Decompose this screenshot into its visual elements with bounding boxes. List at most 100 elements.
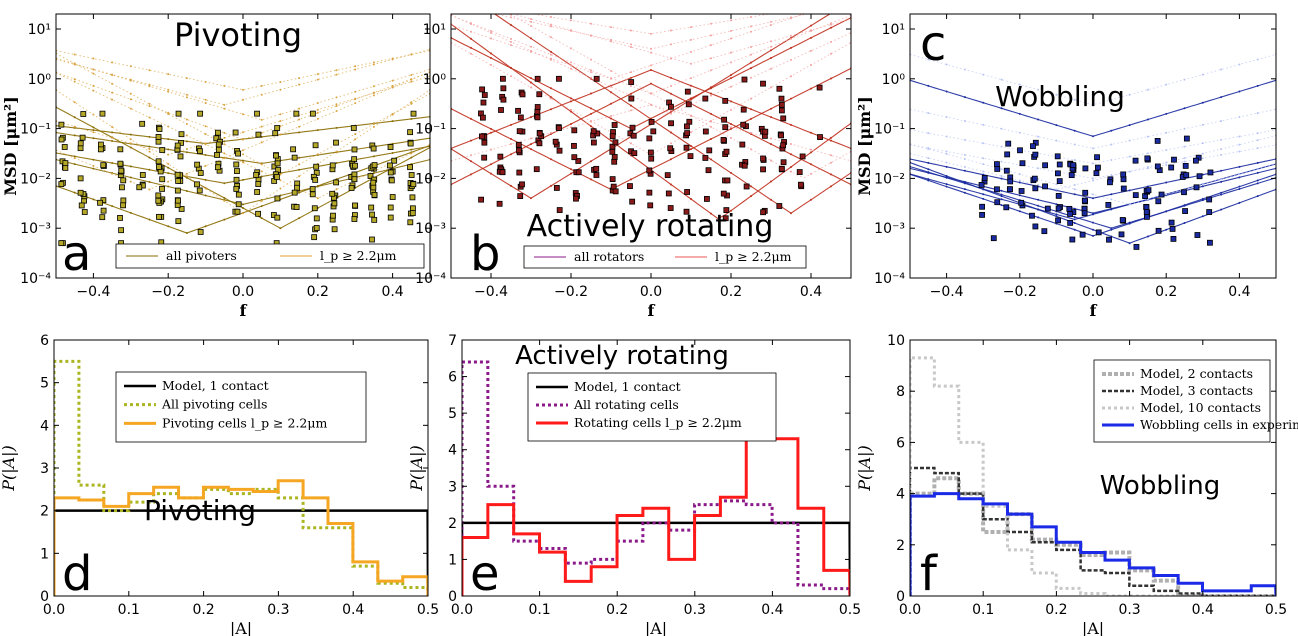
curve-point <box>790 16 792 19</box>
curve-point <box>945 90 948 93</box>
legend-label: Model, 1 contact <box>162 378 269 393</box>
curve-point <box>167 138 170 141</box>
data-marker <box>668 120 674 127</box>
curve-point <box>279 227 282 230</box>
curve-point <box>372 63 375 66</box>
curve-point <box>1220 208 1223 211</box>
curve-point <box>111 172 114 175</box>
data-marker <box>407 140 414 147</box>
curve-point <box>630 104 632 107</box>
curve-point <box>550 97 552 100</box>
curve-point <box>590 107 592 110</box>
curve-point <box>710 69 712 72</box>
data-marker <box>780 115 787 122</box>
curve-point <box>610 91 612 94</box>
curve-point <box>610 40 612 43</box>
data-marker <box>58 136 65 143</box>
data-marker <box>611 122 618 128</box>
curve-point <box>129 98 132 101</box>
curve-point <box>1018 194 1021 197</box>
curve-point <box>354 97 357 100</box>
curve-point <box>73 157 76 160</box>
data-marker <box>704 196 710 202</box>
curve-point <box>111 136 114 139</box>
curve-point <box>750 16 752 19</box>
curve-point <box>92 158 95 161</box>
curve-point <box>1165 163 1168 166</box>
data-marker <box>760 80 766 87</box>
curve-point <box>710 57 712 60</box>
curve-point <box>570 97 572 100</box>
curve-point <box>770 180 772 183</box>
curve-point <box>204 187 207 190</box>
fit-curve <box>56 57 430 121</box>
curve-point <box>1110 198 1113 201</box>
data-marker <box>367 173 374 179</box>
data-marker <box>387 169 394 176</box>
curve-point <box>770 143 772 146</box>
curve-point <box>1092 179 1094 182</box>
data-marker <box>155 192 162 199</box>
curve-point <box>850 0 852 1</box>
curve-point <box>982 73 985 76</box>
data-marker <box>778 132 784 139</box>
data-marker <box>80 111 87 117</box>
curve-point <box>148 156 151 159</box>
data-marker <box>1031 175 1038 182</box>
data-marker <box>1067 219 1074 226</box>
curve-point <box>927 132 930 135</box>
y-tick-label: 6 <box>40 333 49 349</box>
data-marker <box>175 178 182 184</box>
legend: Model, 1 contact All rotating cells Rotati… <box>527 372 777 442</box>
plot-area <box>910 53 1276 250</box>
curve-point <box>690 50 692 53</box>
curve-point <box>92 68 95 71</box>
curve-point <box>470 117 472 120</box>
curve-point <box>1092 197 1094 200</box>
data-marker <box>1093 170 1100 177</box>
curve-point <box>148 188 151 191</box>
data-marker <box>1055 193 1062 199</box>
curve-point <box>335 188 338 191</box>
curve-point <box>129 142 132 145</box>
histogram-series <box>54 479 428 596</box>
curve-point <box>982 193 985 196</box>
panel-d: 0.0 0.1 0.2 0.3 0.4 0.5 0 1 2 3 4 5 6 |A| P(|A|) Pivoti… <box>0 333 439 636</box>
curve-point <box>1055 188 1058 191</box>
curve-point <box>470 1 472 3</box>
curve-point <box>1018 210 1021 213</box>
curve-point <box>982 123 985 126</box>
curve-point <box>790 34 792 37</box>
data-marker <box>1154 163 1161 170</box>
curve-point <box>963 166 966 169</box>
curve-point <box>490 63 492 66</box>
curve-point <box>92 113 95 116</box>
data-marker <box>702 128 709 135</box>
data-marker <box>515 141 522 148</box>
curve-point <box>1238 90 1241 93</box>
y-tick-label: 4 <box>448 443 457 459</box>
curve-point <box>730 122 732 125</box>
x-tick-label: 0.4 <box>381 284 403 300</box>
curve-point <box>1092 193 1094 196</box>
curve-point <box>129 146 132 149</box>
curve-point <box>298 175 301 178</box>
data-marker <box>629 198 636 205</box>
curve-point <box>750 30 752 33</box>
curve-point <box>490 127 492 130</box>
x-axis-label: f <box>648 301 656 320</box>
data-marker <box>255 181 262 187</box>
curve-point <box>810 24 812 27</box>
data-marker <box>351 171 358 178</box>
curve-point <box>1128 93 1131 96</box>
curve-point <box>963 153 966 156</box>
fit-curve <box>910 53 1276 106</box>
curve-point <box>570 61 572 64</box>
data-marker <box>1081 210 1088 217</box>
curve-point <box>570 172 572 175</box>
data-marker <box>664 172 671 179</box>
y-tick-label: 10 <box>887 333 905 349</box>
y-tick-label: 10¹ <box>28 22 51 38</box>
fit-curve <box>56 89 430 214</box>
curve-point <box>1073 129 1076 132</box>
